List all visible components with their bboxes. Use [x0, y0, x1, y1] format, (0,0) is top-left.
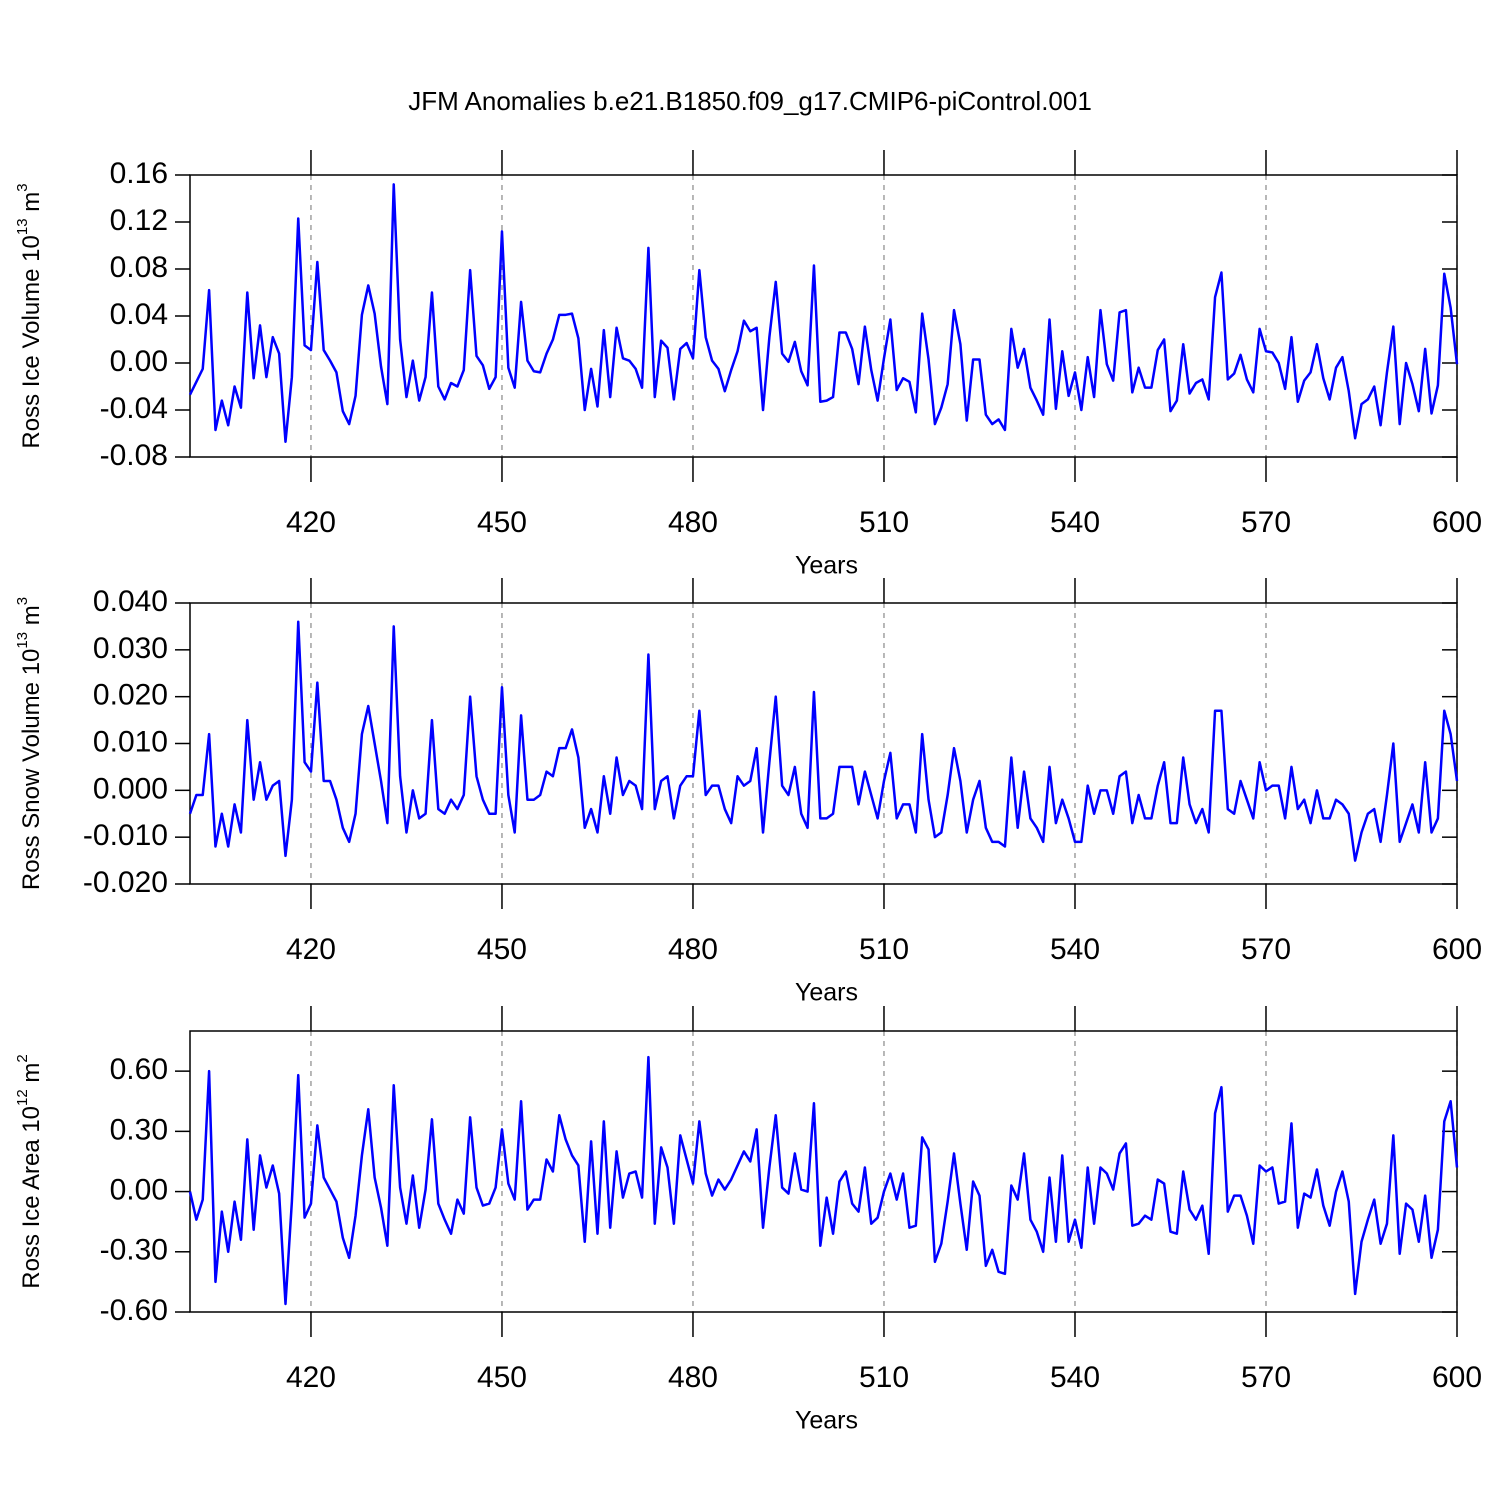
y-label-exponent: 13	[14, 632, 31, 649]
x-axis-label: Years	[795, 1407, 858, 1435]
x-axis-label: Years	[795, 979, 858, 1007]
data-line	[188, 620, 1459, 862]
y-tick-label: 0.010	[93, 725, 168, 758]
y-tick-label: -0.30	[100, 1234, 168, 1267]
x-tick-label: 510	[859, 1361, 909, 1394]
x-tick-label: 480	[668, 933, 718, 966]
y-axis-label: Ross Ice Volume 1013 m3	[14, 183, 45, 448]
y-tick-label: 0.000	[93, 772, 168, 805]
x-tick-label: 570	[1241, 933, 1291, 966]
data-line	[188, 183, 1459, 443]
y-tick-label: -0.08	[100, 439, 168, 472]
y-label-unit-exponent: 3	[14, 597, 31, 605]
x-tick-label: 450	[477, 1361, 527, 1394]
x-tick-label: 540	[1050, 506, 1100, 539]
plot-frame	[189, 174, 1458, 458]
x-tick-label: 420	[286, 933, 336, 966]
y-label-unit: m	[18, 192, 45, 219]
y-axis-label: Ross Snow Volume 1013 m3	[14, 597, 45, 890]
x-tick-label: 600	[1432, 933, 1482, 966]
y-label-unit: m	[18, 605, 45, 632]
x-tick-label: 600	[1432, 506, 1482, 539]
y-tick-label: 0.12	[110, 204, 168, 237]
y-label-unit-exponent: 3	[14, 183, 31, 191]
y-tick-label: 0.00	[110, 1173, 168, 1206]
y-tick-label: -0.020	[83, 866, 168, 899]
y-label-unit-exponent: 2	[14, 1054, 31, 1062]
y-tick-label: 0.00	[110, 345, 168, 378]
y-tick-label: -0.04	[100, 392, 168, 425]
y-tick-label: 0.60	[110, 1053, 168, 1086]
figure-title: JFM Anomalies b.e21.B1850.f09_g17.CMIP6-…	[408, 86, 1092, 116]
y-label-text: Ross Ice Volume 10	[18, 235, 45, 448]
y-tick-label: -0.010	[83, 819, 168, 852]
y-label-exponent: 13	[14, 218, 31, 235]
y-tick-label: 0.16	[110, 157, 168, 190]
y-label-exponent: 12	[14, 1089, 31, 1106]
panel: 420 450 480 510 540 570 600 -0.60 -0.30 0.00 0.30 0…	[14, 1006, 1482, 1435]
y-tick-label: 0.30	[110, 1113, 168, 1146]
x-tick-label: 480	[668, 506, 718, 539]
y-tick-label: 0.030	[93, 632, 168, 665]
x-tick-label: 510	[859, 506, 909, 539]
x-tick-label: 570	[1241, 506, 1291, 539]
plot-frame	[189, 1030, 1458, 1313]
x-tick-label: 450	[477, 933, 527, 966]
x-tick-label: 540	[1050, 1361, 1100, 1394]
panel: 420 450 480 510 540 570 600 -0.08 -0.04 0.00 0.04 0…	[14, 150, 1482, 580]
x-tick-label: 450	[477, 506, 527, 539]
x-tick-label: 420	[286, 1361, 336, 1394]
x-tick-label: 510	[859, 933, 909, 966]
y-label-unit: m	[18, 1063, 45, 1090]
y-tick-label: 0.04	[110, 298, 168, 331]
x-tick-label: 480	[668, 1361, 718, 1394]
panel: 420 450 480 510 540 570 600 -0.020 -0.010 0.000 0.…	[14, 578, 1482, 1007]
y-tick-label: 0.08	[110, 251, 168, 284]
y-tick-label: 0.040	[93, 585, 168, 618]
y-axis-label: Ross Ice Area 1012 m2	[14, 1054, 45, 1288]
y-label-text: Ross Snow Volume 10	[18, 649, 45, 890]
x-tick-label: 600	[1432, 1361, 1482, 1394]
y-tick-label: -0.60	[100, 1294, 168, 1327]
x-tick-label: 540	[1050, 933, 1100, 966]
x-tick-label: 420	[286, 506, 336, 539]
plot-frame	[189, 602, 1458, 885]
x-axis-label: Years	[795, 552, 858, 580]
y-tick-label: 0.020	[93, 679, 168, 712]
y-label-text: Ross Ice Area 10	[18, 1106, 45, 1289]
x-tick-label: 570	[1241, 1361, 1291, 1394]
data-line	[188, 1055, 1459, 1306]
